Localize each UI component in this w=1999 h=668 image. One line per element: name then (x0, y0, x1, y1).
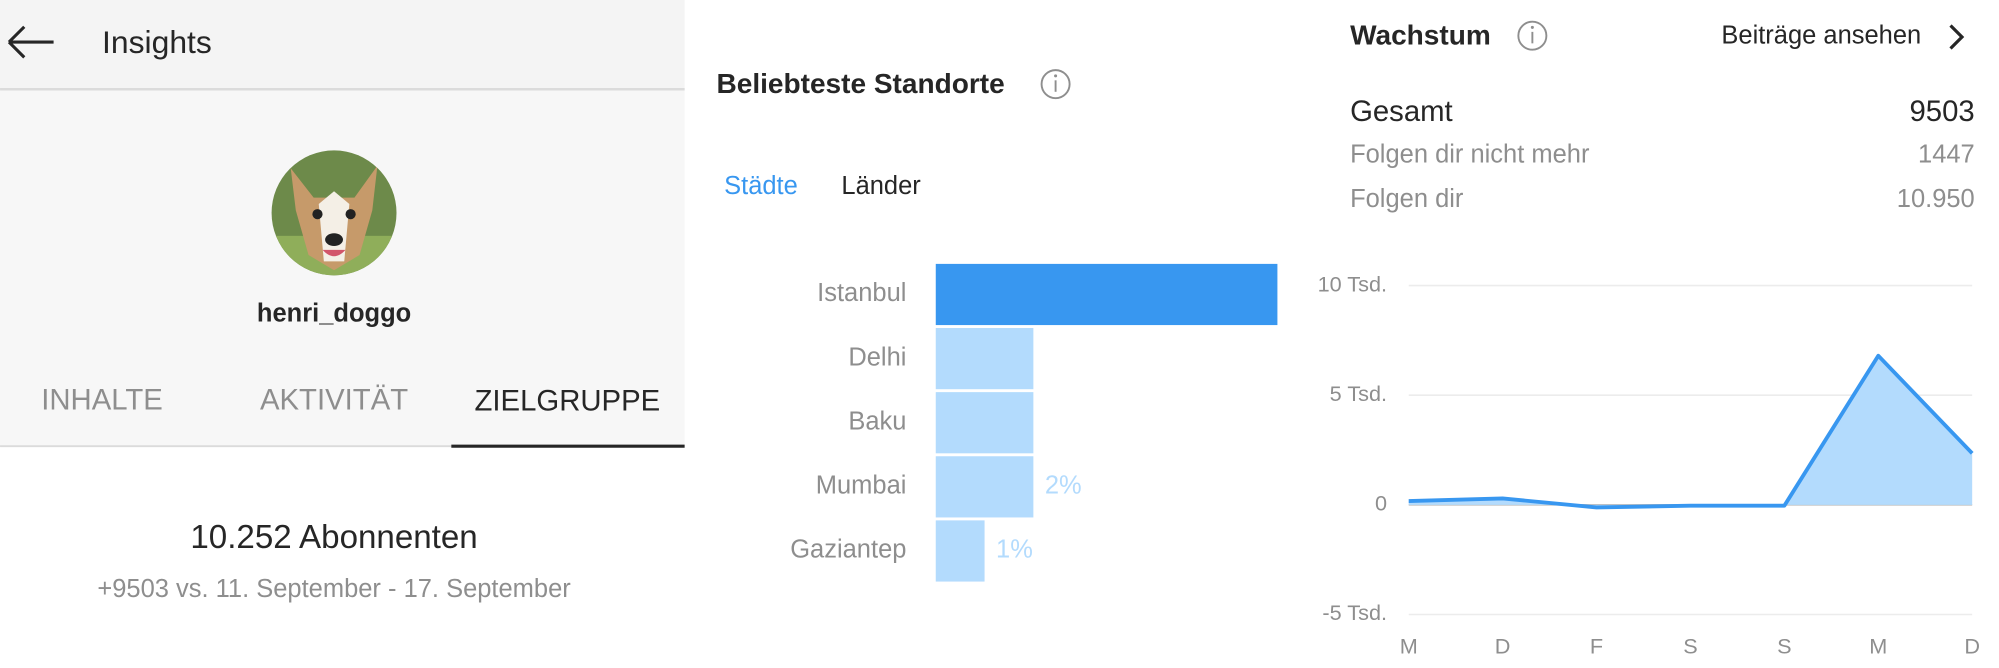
stat-value: 9503 (1910, 95, 1975, 128)
stat-label: Gesamt (1350, 95, 1453, 128)
stat-label: Folgen dir nicht mehr (1350, 140, 1590, 168)
bar-label: Gaziantep (790, 536, 906, 564)
stat-value: 1447 (1918, 140, 1975, 168)
bar-label: Mumbai (816, 472, 907, 500)
bar-label: Istanbul (817, 279, 906, 307)
tab-active[interactable]: ZIELGRUPPE (474, 385, 660, 418)
info-circle[interactable] (1040, 69, 1071, 100)
bar-label: Delhi (848, 343, 906, 371)
bar (935, 520, 985, 582)
x-tick-label: M (1400, 633, 1418, 658)
x-tick-label: D (1495, 633, 1511, 658)
bar (935, 456, 1034, 518)
stat-label: Folgen dir (1350, 185, 1464, 213)
stat-value: 10.950 (1897, 185, 1975, 213)
header-title: Insights (102, 24, 212, 60)
section-title: Wachstum (1350, 19, 1491, 50)
y-tick-label: 0 (1375, 491, 1387, 516)
info-icon[interactable] (1040, 69, 1071, 100)
locations-chart: Istanbul Delhi Baku Mumbai 2% Gaziantep 1% (790, 263, 1278, 582)
tab[interactable]: AKTIVITÄT (260, 383, 408, 416)
back-arrow[interactable] (7, 25, 54, 59)
y-tick-label: -5 Tsd. (1322, 600, 1387, 625)
line (1408, 353, 1974, 510)
y-tick-label: 5 Tsd. (1330, 381, 1387, 406)
bar (935, 328, 1034, 390)
bar (935, 263, 1278, 326)
x-tick-label: D (1964, 633, 1980, 658)
top-bar (0, 0, 685, 90)
bar-value-label: 2% (1045, 472, 1082, 500)
back-button[interactable] (7, 25, 54, 59)
view-posts-link[interactable]: Beiträge ansehen (1721, 22, 1921, 50)
bar (935, 392, 1034, 454)
section-title: Beliebteste Standorte (716, 68, 1004, 99)
follower-change: +9503 vs. 11. September - 17. September (97, 575, 571, 603)
username: henri_doggo (257, 300, 411, 328)
bar-label: Baku (848, 407, 906, 435)
tab[interactable]: INHALTE (41, 383, 163, 416)
info-icon[interactable] (1517, 20, 1548, 51)
area (1408, 355, 1973, 508)
filter-tab-active[interactable]: Städte (724, 172, 798, 200)
info-circle[interactable] (1517, 20, 1548, 51)
info-dot[interactable] (1530, 25, 1534, 29)
x-tick-label: S (1777, 633, 1791, 658)
filter-tab[interactable]: Länder (841, 172, 921, 200)
x-tick-label: F (1590, 633, 1603, 658)
growth-chart: 10 Tsd. 5 Tsd. 0 -5 Tsd. M D F S S M D (1318, 271, 1980, 658)
bar-value-label: 1% (996, 536, 1033, 564)
chevron[interactable] (1949, 24, 1965, 50)
growth-stats: Gesamt 9503 Folgen dir nicht mehr 1447 Folge… (1350, 95, 1975, 213)
y-tick-label: 10 Tsd. (1318, 271, 1387, 296)
follower-count: 10.252 Abonnenten (190, 519, 477, 556)
x-tick-label: S (1683, 633, 1697, 658)
x-tick-label: M (1869, 633, 1887, 658)
info-dot[interactable] (1054, 74, 1058, 78)
